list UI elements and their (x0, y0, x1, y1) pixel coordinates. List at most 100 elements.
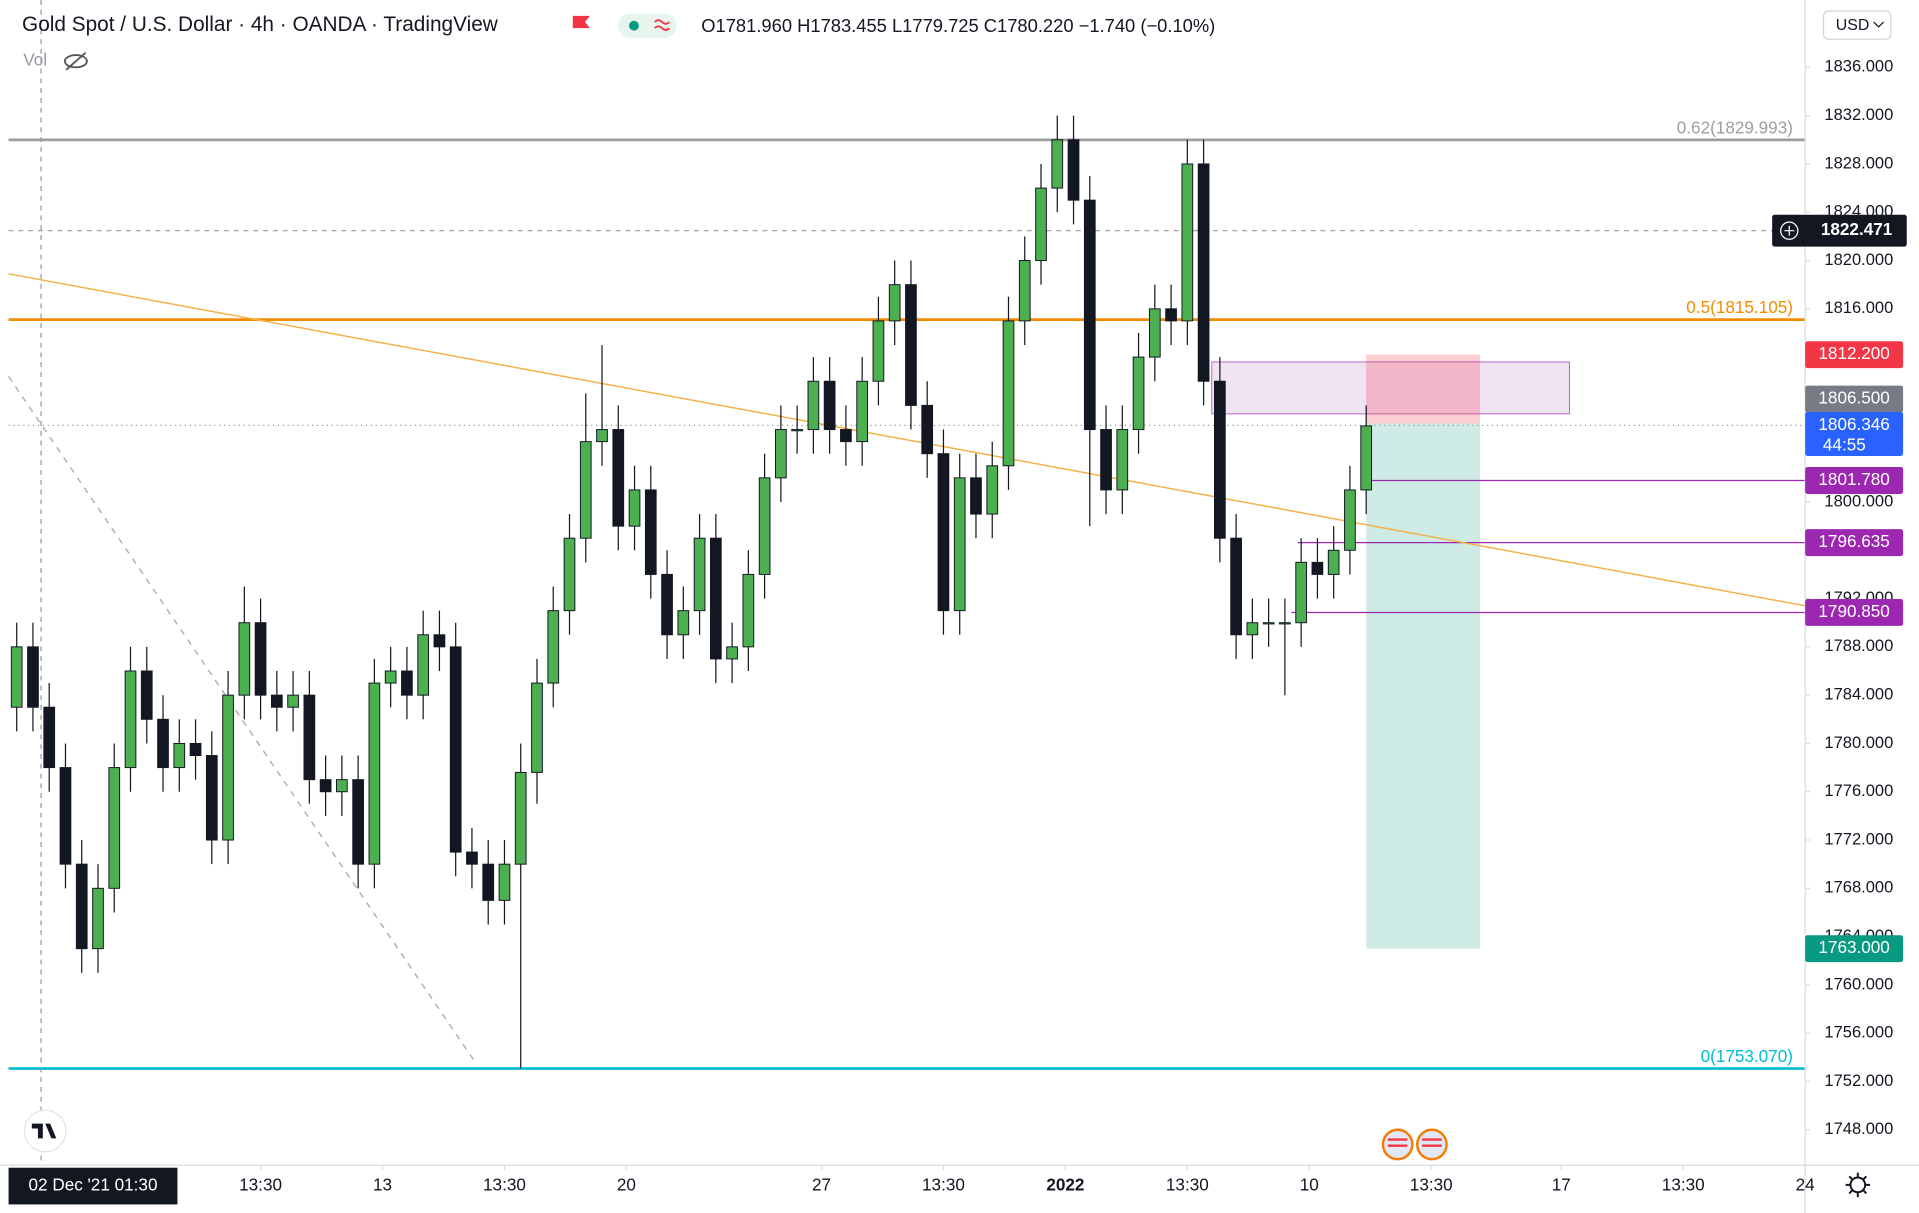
candle-body (433, 634, 446, 648)
y-tick-label: 1788.000 (1824, 636, 1893, 655)
volume-label[interactable]: Vol (23, 50, 47, 70)
flag-icon (572, 15, 590, 29)
candle-body (579, 441, 592, 539)
flag-stripes (1387, 1138, 1442, 1147)
zone (1211, 361, 1570, 415)
y-tick-label: 1780.000 (1824, 733, 1893, 752)
currency-button[interactable] (1822, 10, 1892, 40)
candle-body (1067, 139, 1080, 201)
add-alert-plus (1784, 225, 1795, 236)
candle-body (417, 634, 430, 696)
candle-body (1018, 260, 1031, 322)
price-badge (1805, 598, 1904, 626)
tv-logo[interactable] (23, 1109, 67, 1153)
candle-body (758, 477, 771, 575)
y-tick-label: 1768.000 (1824, 878, 1893, 897)
y-tick-label: 1820.000 (1824, 250, 1893, 269)
price-badge-label: 1806.346 (1818, 414, 1889, 434)
y-tick-label: 1776.000 (1824, 781, 1893, 800)
candle-body (1035, 187, 1047, 262)
price-badge-label: 1796.635 (1818, 531, 1889, 551)
dropdown-arrow (1873, 21, 1884, 28)
x-tick-label: 20 (617, 1175, 636, 1195)
y-tick-label: 1828.000 (1824, 153, 1893, 172)
candle-body (238, 622, 251, 696)
stop-area (1366, 354, 1481, 424)
axes: 1748.0001752.0001756.0001760.0001764.000… (8, 57, 1907, 1205)
candle-body (563, 537, 576, 612)
candle-body (140, 670, 153, 720)
y-tick-label: 1832.000 (1824, 105, 1893, 124)
candle-body (1051, 139, 1064, 189)
candle-body (840, 429, 852, 443)
candle-body (596, 429, 608, 443)
hide-icon[interactable] (63, 51, 88, 71)
eye (63, 54, 88, 69)
x-tick-label: 27 (812, 1175, 831, 1195)
price-badge-label: 1806.500 (1818, 388, 1889, 408)
candle-body (1181, 163, 1194, 322)
plot-area: 0.62(1829.993) 0.5(1815.105) 0(1753.070) (7, 0, 1806, 1166)
candle-body (1116, 429, 1129, 491)
candle-body (108, 767, 121, 889)
candle-body (807, 380, 820, 431)
candle-body (514, 771, 527, 865)
status-pill[interactable] (618, 13, 677, 38)
y-tick-label: 1760.000 (1824, 974, 1893, 993)
candle-body (921, 404, 934, 455)
fib-label: 0.62(1829.993) (1677, 117, 1793, 137)
candle-body (953, 477, 966, 612)
candle-body (1214, 380, 1226, 539)
candle-body (986, 465, 999, 515)
candle-body (775, 429, 787, 479)
crosshair-price-ext (1772, 214, 1907, 247)
candle-body (59, 767, 72, 865)
settings-icon[interactable] (1845, 1172, 1871, 1198)
candle-body (856, 380, 869, 443)
candle-body (319, 779, 332, 793)
y-tick-label: 1752.000 (1824, 1071, 1893, 1090)
candle-body (1132, 356, 1145, 431)
candle-body (1165, 308, 1177, 322)
x-tick-label: 13:30 (239, 1175, 282, 1195)
candle-body (628, 489, 641, 527)
candle-body (157, 718, 169, 769)
crosshair-time-box (8, 1167, 178, 1205)
gear-teeth (1845, 1172, 1871, 1198)
x-tick-label: 17 (1552, 1175, 1571, 1195)
event-icons[interactable] (1381, 1128, 1448, 1161)
currency-label: USD (1836, 17, 1870, 34)
candle-body (1344, 489, 1356, 551)
y-tick-label: 1748.000 (1824, 1119, 1893, 1138)
x-tick-label: 13:30 (1662, 1175, 1705, 1195)
candle-body (1279, 622, 1291, 625)
price-badge (1805, 467, 1904, 494)
add-alert-icon[interactable] (1780, 221, 1799, 240)
candle-body (92, 887, 104, 950)
candle-body (937, 453, 950, 612)
candle-body (498, 863, 511, 901)
trendline (7, 376, 478, 1065)
candle-body (791, 429, 803, 432)
y-tick-label: 1816.000 (1824, 298, 1893, 317)
candle-body (1230, 537, 1242, 636)
x-tick-label: 24 (1796, 1175, 1816, 1195)
time-axis (0, 1165, 1919, 1213)
candle-body (401, 670, 413, 696)
logo-mark (31, 1123, 57, 1139)
candle-body (823, 380, 836, 431)
candle-body (644, 489, 657, 575)
price-badge-label: 1812.200 (1818, 343, 1889, 363)
ohlc-values: O1781.960 H1783.455 L1779.725 C1780.220 … (701, 15, 1215, 36)
candle-body (254, 622, 267, 696)
candle-body (1295, 561, 1308, 624)
crosshair-price-label: 1822.471 (1821, 219, 1893, 239)
candle-body (189, 742, 202, 757)
candle-body (1262, 622, 1275, 625)
target-area (1366, 423, 1481, 949)
x-tick-label: 13 (373, 1175, 392, 1195)
candle-body (888, 284, 901, 322)
candle-body (1100, 429, 1112, 491)
